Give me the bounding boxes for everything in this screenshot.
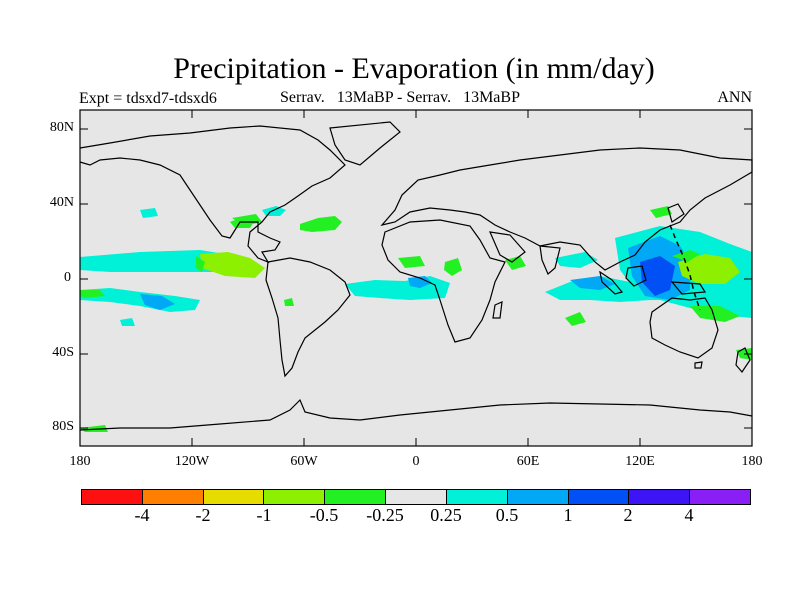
anomaly-green-south-pac [690,306,740,322]
legend-swatch-4 [264,490,326,504]
legend-swatch-5 [325,490,387,504]
legend-label-8: 1 [563,505,573,525]
anomaly-cyan-small-pac-1 [120,318,135,326]
anomaly-green-epac-edge [196,256,205,272]
anomaly-green-guinea [398,256,425,268]
y-tick-80n: 80N [49,120,74,135]
borneo [625,265,647,287]
anomaly-cyan-small-pac-2 [140,208,158,218]
legend-colorbar [81,489,751,505]
india [539,245,561,275]
anomaly-lightblue-epac-south [140,294,175,310]
x-tick-120e: 120E [625,454,655,469]
south-america [265,257,351,378]
anomaly-cyan-bay [555,252,598,268]
x-tick-60w: 60W [290,454,318,469]
y-tick-80s: 80S [52,419,74,434]
legend-swatch-8 [507,490,569,504]
anomaly-cyan-atlantic-north [262,206,286,216]
anomaly-green-arabia [505,256,526,270]
period-label: Serrav. 13MaBP - Serrav. 13MaBP [280,89,520,106]
legend-label-6: 0.25 [430,505,462,525]
antarctica [79,398,753,431]
legend-swatch-9 [568,490,630,504]
legend-swatch-6 [386,490,447,504]
x-tick-0: 0 [412,454,420,469]
anomaly-lime-wpac [678,254,740,284]
legend-swatch-3 [203,490,265,504]
coastlines [79,121,753,431]
anomaly-blue-wpac-core [640,256,675,296]
australia [649,297,719,359]
legend-swatch-11 [690,490,750,504]
anomaly-green-central-africa [444,258,462,276]
x-tick-180w: 180 [69,454,91,469]
anomaly-green-brazil [284,298,294,306]
legend-label-4: -0.5 [309,505,339,525]
anomaly-green-indian-south [565,312,586,326]
x-tick-120w: 120W [174,454,210,469]
y-tick-40n: 40N [49,195,74,210]
arabia [489,231,526,263]
new-guinea [670,281,707,295]
legend-label-1: -4 [134,505,150,525]
legend-swatch-7 [446,490,508,504]
legend-label-9: 2 [623,505,633,525]
x-tick-60e: 60E [516,454,540,469]
japan [667,203,685,223]
anomaly-fields [80,206,752,432]
madagascar [492,301,503,319]
anomaly-lightblue-gulf-guinea [408,276,432,288]
anomaly-green-pacific-west [80,290,105,298]
season-label: ANN [717,89,752,106]
africa [381,219,506,343]
y-tick-40s: 40S [52,345,74,360]
anomaly-lime-epac [200,252,265,278]
x-tick-180e: 180 [741,454,763,469]
anomaly-green-japan [650,206,672,218]
anomaly-lightblue-indian [570,276,615,290]
y-tick-marks [80,128,752,429]
legend-swatch-10 [629,490,691,504]
legend-swatch-1 [82,490,143,504]
legend-label-5: -0.25 [366,505,404,525]
legend-label-2: -2 [195,505,211,525]
greenland [329,121,401,166]
anomaly-green-wpac [672,250,700,262]
figure-title: Precipitation - Evaporation (in mm/day) [173,52,655,85]
legend-swatch-2 [142,490,204,504]
anomaly-green-atlantic-north [300,216,342,232]
new-zealand [735,347,751,373]
legend-label-10: 4 [684,505,694,525]
legend-label-3: -1 [256,505,272,525]
tasmania [694,361,703,369]
x-tick-marks [191,110,641,446]
experiment-label: Expt = tdsxd7-tdsxd6 [79,90,217,107]
dashed-boundary [669,224,701,311]
legend-label-7: 0.5 [495,505,519,525]
sumatra [599,270,624,295]
y-tick-0: 0 [64,270,71,285]
